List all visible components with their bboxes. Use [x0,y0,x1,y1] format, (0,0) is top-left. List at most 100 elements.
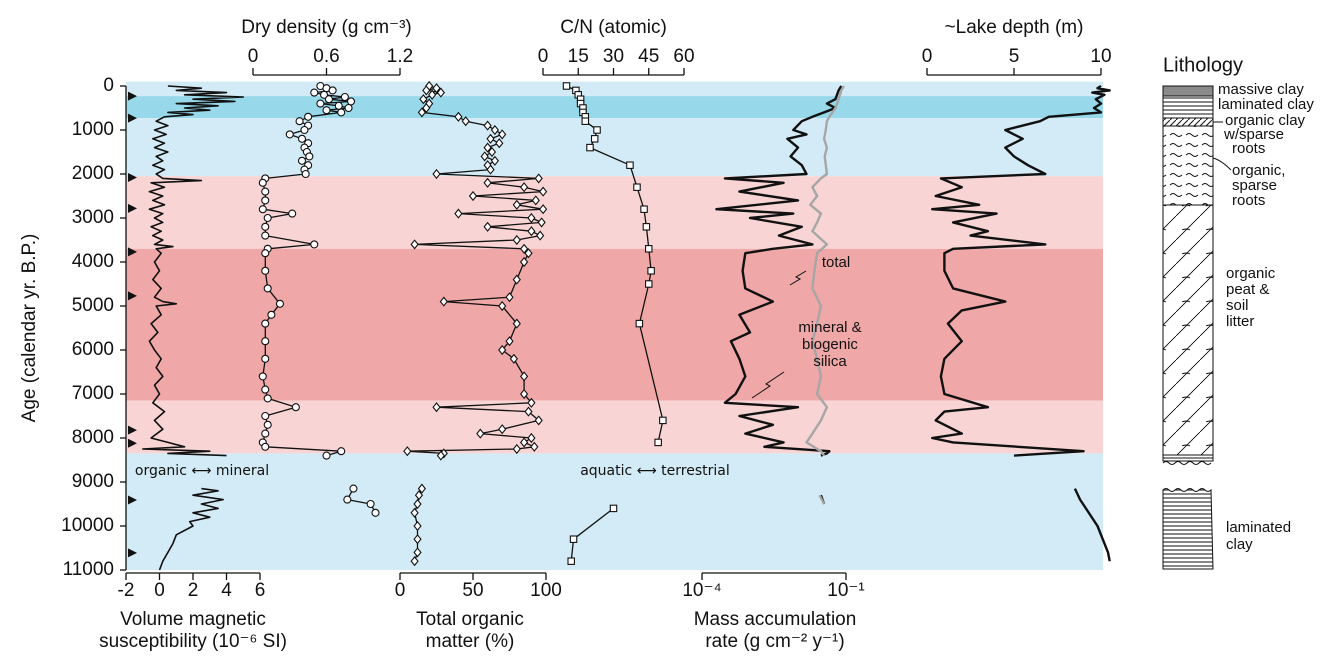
lithology-label: organic, [1232,162,1285,179]
total-leader [789,270,807,286]
annotation: aquatic ⟷ terrestrial [580,463,730,479]
date-marker [128,173,137,183]
point [519,243,529,254]
zone [126,176,1103,249]
point [454,111,463,122]
point [642,223,651,231]
point [483,221,492,232]
x-axis-title: susceptibility (10⁻⁶ SI) [99,631,287,652]
x-axis-title: matter (%) [426,631,515,652]
point [263,284,272,293]
point [337,447,346,456]
x-tick-label: 0 [248,46,259,67]
point [261,354,270,363]
x-tick-label: 100 [530,580,562,601]
lithology-label: massive clay [1218,81,1304,98]
point [413,498,422,510]
point [261,385,270,394]
litho-organic-clay [1162,117,1214,127]
zones [126,81,1103,570]
point [291,403,300,412]
point [519,256,529,268]
panel-title: ~Lake depth (m) [945,17,1084,38]
y-tick-label: 8000 [72,427,114,448]
point [644,245,653,253]
date-marker [128,425,137,435]
x-tick-label: 0 [395,580,406,601]
lithology-label: roots [1232,140,1265,157]
lithology-label: sparse [1232,177,1277,194]
point [334,101,343,110]
point [261,187,270,196]
litho-peat [1162,204,1214,456]
point [534,173,543,184]
profile-line [931,84,1111,562]
point [261,442,270,451]
annotation: total [822,254,850,271]
point [659,416,667,425]
point [590,135,599,143]
point [537,217,546,228]
x-tick-label: 10⁻⁴ [682,580,721,601]
point [258,372,267,381]
point [263,213,272,223]
x-tick-label: 0 [538,46,549,67]
point [483,177,492,188]
date-marker [128,203,137,213]
point [285,130,294,139]
point [527,432,536,444]
point [310,88,319,97]
point [414,490,424,501]
y-tick-label: 1000 [72,119,114,140]
point [531,195,540,206]
point [304,112,313,121]
point [422,85,431,96]
y-axis-title: Age (calendar yr. B.P.) [19,234,40,423]
point [454,208,463,219]
point [524,406,533,417]
x-axis-title: Volume magnetic [120,609,266,630]
litho-laminated-clay-lower [1162,488,1214,570]
x-axis-title: Total organic [416,609,524,630]
point [300,125,309,135]
point [403,446,412,457]
mineral-leader [751,371,785,399]
point [261,196,270,205]
y-tick-label: 2000 [72,163,114,184]
zone [126,96,1103,119]
point [640,205,648,213]
point [530,441,539,452]
point [512,234,521,246]
lithology-label: w/sparse [1223,126,1284,143]
litho-leader [1212,121,1232,171]
point [538,204,548,215]
zone [126,81,1103,97]
point [366,499,375,509]
point [486,164,495,175]
point [322,451,331,460]
annotation: mineral & [798,319,861,336]
lithology-label: laminated [1226,519,1291,536]
date-marker [128,113,137,123]
point [512,199,521,210]
annotation: organic ⟷ mineral [135,463,269,479]
lithology-column [1162,85,1232,570]
litho-unconformity [1162,461,1212,465]
point [476,428,485,439]
lithology-label: peat & [1226,281,1269,298]
point [498,129,507,140]
point [349,484,358,493]
point [258,205,267,214]
point [261,337,270,346]
date-marker [128,495,137,505]
point [343,495,352,504]
point [328,86,337,95]
point [562,82,571,90]
point [432,402,441,413]
point [324,95,334,104]
point [644,280,653,288]
point [569,535,578,543]
point [635,319,644,328]
y-tick-label: 3000 [72,207,114,228]
